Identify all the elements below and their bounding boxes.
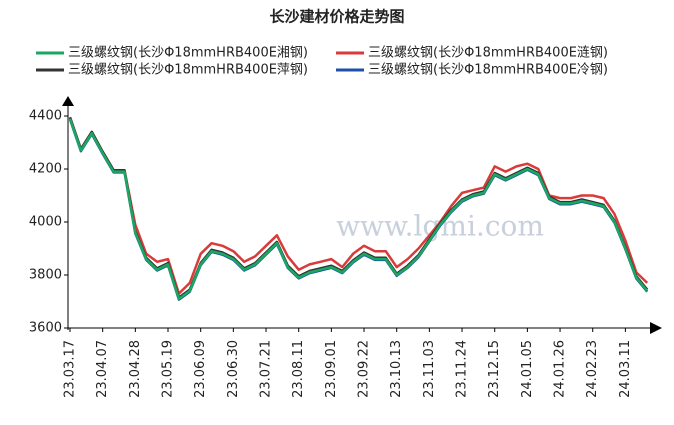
legend-label: 三级螺纹钢(长沙Φ18mmHRB400E萍钢): [68, 63, 308, 78]
x-tick-label: 23.08.11: [291, 340, 306, 398]
x-tick-label: 23.09.22: [357, 340, 372, 398]
x-tick-label: 23.04.07: [95, 340, 110, 398]
legend-label: 三级螺纹钢(长沙Φ18mmHRB400E涟钢): [368, 45, 608, 61]
y-arrow: [62, 96, 74, 106]
y-tick-label: 4200: [29, 162, 62, 177]
x-tick-label: 23.06.30: [226, 340, 241, 398]
x-tick-label: 23.10.13: [389, 340, 404, 398]
series-line: [68, 116, 649, 295]
x-tick-label: 23.11.03: [422, 340, 437, 398]
x-tick-label: 24.01.05: [520, 340, 535, 398]
x-tick-label: 23.09.01: [324, 340, 339, 398]
x-tick-label: 23.05.19: [161, 340, 176, 398]
x-tick-label: 23.03.17: [63, 340, 78, 398]
x-tick-label: 24.02.23: [585, 340, 600, 398]
x-arrow: [650, 322, 662, 334]
x-tick-label: 24.03.11: [618, 340, 633, 398]
x-tick-label: 23.06.09: [193, 340, 208, 398]
x-tick-label: 24.01.26: [553, 340, 568, 398]
y-tick-label: 3800: [29, 268, 62, 283]
x-tick-label: 23.04.28: [128, 340, 143, 398]
y-tick-label: 4000: [29, 215, 62, 230]
legend-label: 三级螺纹钢(长沙Φ18mmHRB400E冷钢): [368, 63, 608, 78]
y-tick-label: 3600: [29, 321, 62, 336]
x-tick-label: 23.07.21: [259, 340, 274, 398]
y-tick-label: 4400: [29, 109, 62, 124]
x-tick-label: 23.12.15: [487, 340, 502, 398]
series-line: [68, 118, 649, 301]
chart-title: 长沙建材价格走势图: [269, 8, 404, 26]
x-tick-label: 23.11.24: [455, 340, 470, 398]
legend-label: 三级螺纹钢(长沙Φ18mmHRB400E湘钢): [68, 46, 308, 61]
